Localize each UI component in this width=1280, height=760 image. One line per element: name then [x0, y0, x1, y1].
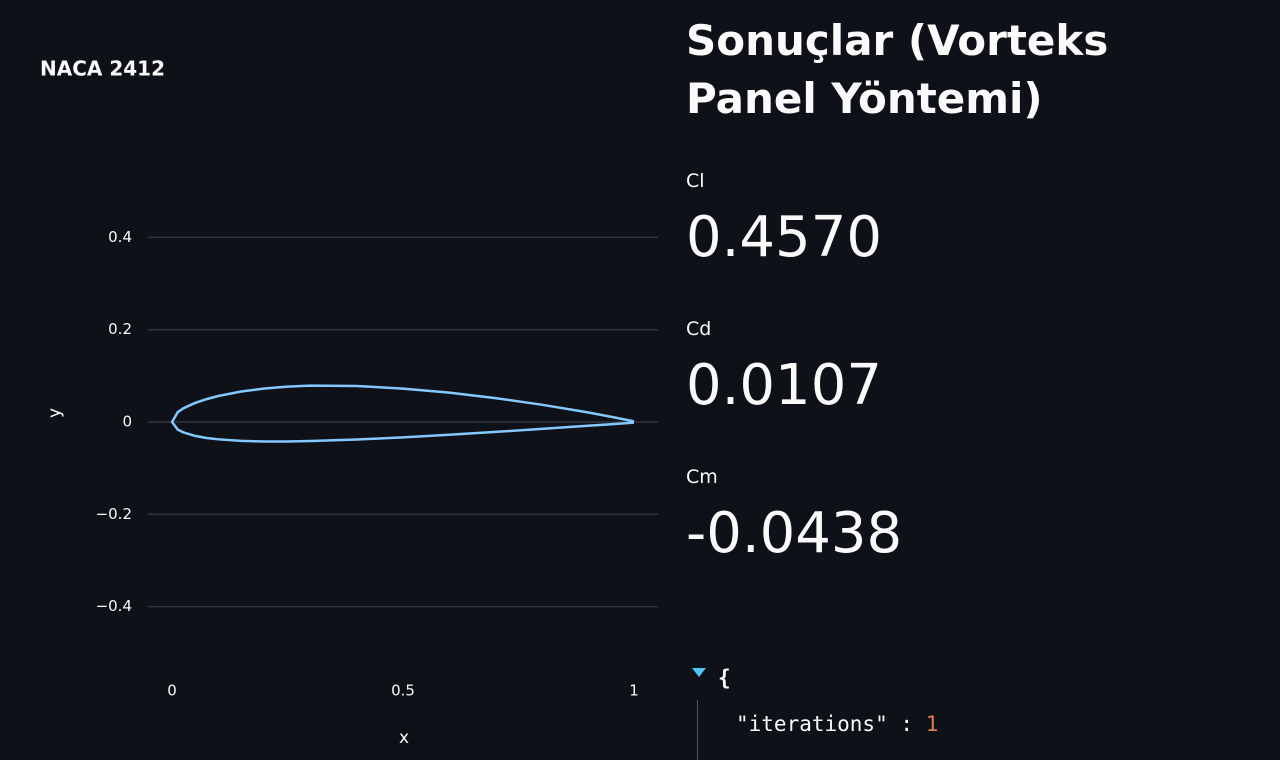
json-key: "iterations"	[736, 712, 888, 736]
metric-value: 0.4570	[686, 205, 882, 270]
results-panel: Sonuçlar (Vorteks Panel Yöntemi) Cl 0.457…	[686, 12, 1246, 572]
json-separator: :	[900, 712, 914, 736]
collapse-toggle[interactable]	[692, 668, 708, 680]
metric-value: 0.0107	[686, 353, 882, 418]
y-tick-label: −0.2	[96, 505, 132, 523]
y-tick-label: 0.2	[108, 320, 132, 338]
chart-title: NACA 2412	[40, 57, 165, 81]
metric: Cm -0.0438	[686, 466, 1246, 572]
metric-label: Cl	[686, 170, 705, 192]
metric-label: Cd	[686, 318, 712, 340]
json-brace: {	[718, 666, 731, 690]
metric-label: Cm	[686, 466, 718, 488]
y-tick-label: 0.4	[108, 228, 132, 246]
metric: Cl 0.4570	[686, 170, 1246, 276]
json-indent-line	[697, 700, 698, 760]
x-axis-title: x	[399, 728, 409, 748]
y-tick-label: 0	[122, 413, 132, 431]
chart: NACA 2412 x y −0.4 −0.2 0 0.2 0.4 0 0.5 1	[40, 57, 658, 748]
airfoil-line	[170, 384, 635, 443]
x-tick-label: 0	[167, 682, 177, 700]
results-title: Sonuçlar (Vorteks Panel Yöntemi)	[686, 16, 1109, 123]
x-tick-label: 1	[629, 682, 639, 700]
x-tick-label: 0.5	[391, 682, 415, 700]
metric: Cd 0.0107	[686, 318, 1246, 424]
y-axis-title: y	[45, 408, 65, 418]
y-tick-label: −0.4	[96, 597, 132, 615]
json-entry: "iterations" : 1	[736, 712, 938, 736]
json-value: 1	[925, 712, 939, 736]
metric-value: -0.0438	[686, 501, 903, 566]
